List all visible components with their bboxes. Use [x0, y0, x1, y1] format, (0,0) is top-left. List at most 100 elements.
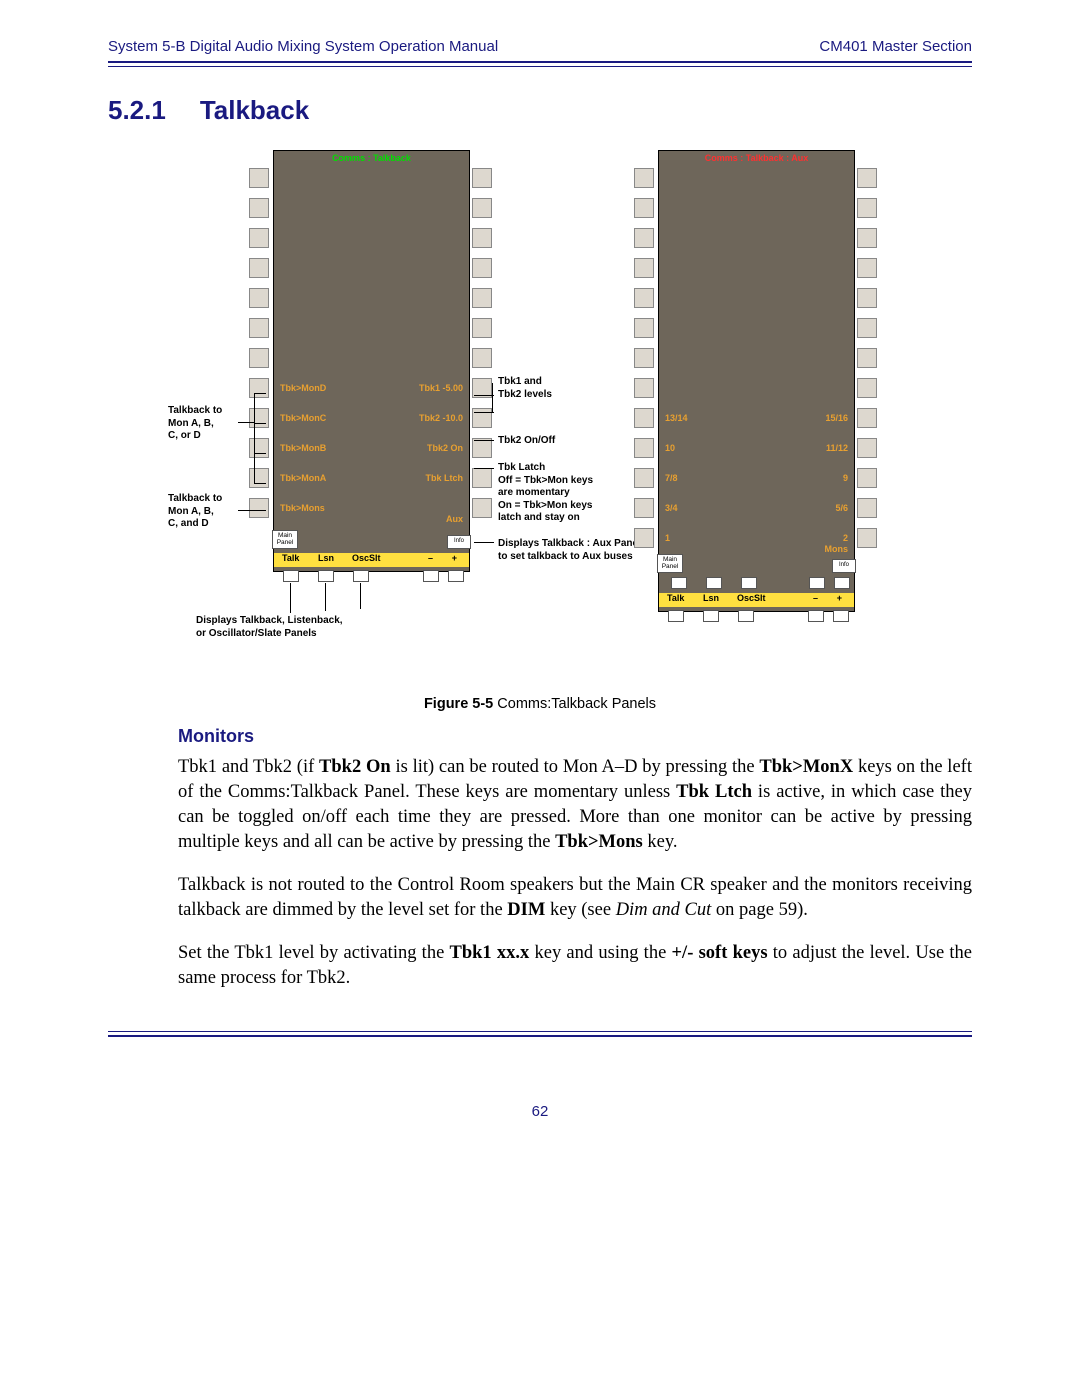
callout-line — [474, 542, 494, 543]
strip-talk: Talk — [667, 593, 684, 603]
soft-button[interactable] — [668, 610, 684, 622]
soft-button[interactable] — [706, 577, 722, 589]
panel-button[interactable] — [857, 228, 877, 248]
callout-line — [474, 440, 494, 441]
panel-button[interactable] — [249, 348, 269, 368]
panel-button[interactable] — [249, 438, 269, 458]
annot-tbk-levels: Tbk1 and Tbk2 levels — [498, 376, 552, 401]
callout-line — [325, 583, 326, 611]
panel-button[interactable] — [857, 348, 877, 368]
callout-line — [238, 510, 266, 511]
soft-button[interactable] — [809, 577, 825, 589]
panel-button[interactable] — [249, 318, 269, 338]
panel-button[interactable] — [634, 348, 654, 368]
panel-button[interactable] — [634, 258, 654, 278]
panel-label: 5/6 — [788, 499, 848, 517]
soft-button[interactable] — [423, 570, 439, 582]
panel-button[interactable] — [634, 288, 654, 308]
panel-button[interactable] — [249, 468, 269, 488]
info-button[interactable]: Info — [447, 535, 471, 549]
panel-button[interactable] — [857, 258, 877, 278]
panel-label: 7/8 — [665, 469, 725, 487]
panel-button[interactable] — [249, 408, 269, 428]
soft-button[interactable] — [703, 610, 719, 622]
panel-label: Tbk>MonA — [280, 469, 340, 487]
panel-button[interactable] — [857, 288, 877, 308]
panel-button[interactable] — [249, 378, 269, 398]
panel-label: 3/4 — [665, 499, 725, 517]
panel-button[interactable] — [472, 228, 492, 248]
panel-button[interactable] — [857, 378, 877, 398]
info-button[interactable]: Info — [832, 559, 856, 573]
panel-button[interactable] — [249, 168, 269, 188]
header-right: CM401 Master Section — [819, 38, 972, 55]
panel-button[interactable] — [634, 198, 654, 218]
panel-button[interactable] — [857, 168, 877, 188]
panel-label: 10 — [665, 439, 725, 457]
panel-label: Tbk>Mons — [280, 499, 340, 517]
header-left: System 5-B Digital Audio Mixing System O… — [108, 38, 498, 55]
soft-button[interactable] — [671, 577, 687, 589]
soft-button[interactable] — [833, 610, 849, 622]
panel-button[interactable] — [472, 258, 492, 278]
annot-talkback-to-abcd-or: Talkback to Mon A, B, C, or D — [168, 405, 246, 443]
subheading-monitors: Monitors — [178, 726, 972, 747]
strip-plus: + — [452, 553, 457, 563]
paragraph-2: Talkback is not routed to the Control Ro… — [178, 873, 972, 923]
header-rule — [108, 61, 972, 67]
panel-button[interactable] — [472, 408, 492, 428]
caption-bold: Figure 5-5 — [424, 696, 493, 712]
panel-button[interactable] — [249, 198, 269, 218]
panel-button[interactable] — [472, 318, 492, 338]
soft-button[interactable] — [318, 570, 334, 582]
soft-button[interactable] — [808, 610, 824, 622]
annot-tbk2-onoff: Tbk2 On/Off — [498, 435, 555, 448]
panel-button[interactable] — [249, 228, 269, 248]
panel-button[interactable] — [634, 438, 654, 458]
soft-button[interactable] — [741, 577, 757, 589]
panel-button[interactable] — [472, 288, 492, 308]
panel-button[interactable] — [472, 468, 492, 488]
panel-label: 11/12 — [788, 439, 848, 457]
panel-button[interactable] — [472, 498, 492, 518]
panel-label: Tbk Ltch — [403, 469, 463, 487]
panel-button[interactable] — [634, 468, 654, 488]
strip-oscslt: OscSlt — [352, 553, 381, 563]
panel-button[interactable] — [634, 168, 654, 188]
panel-button[interactable] — [857, 198, 877, 218]
main-panel-button[interactable]: MainPanel — [657, 554, 683, 573]
panel-button[interactable] — [249, 288, 269, 308]
panel-button[interactable] — [249, 258, 269, 278]
panel-button[interactable] — [857, 438, 877, 458]
panel-button[interactable] — [857, 408, 877, 428]
callout-line — [254, 393, 255, 483]
panel-button[interactable] — [472, 348, 492, 368]
soft-button[interactable] — [448, 570, 464, 582]
panel-button[interactable] — [472, 168, 492, 188]
strip-talk: Talk — [282, 553, 299, 563]
panel-label: 9 — [788, 469, 848, 487]
panel-label: 1 — [665, 529, 725, 547]
panel-button[interactable] — [634, 228, 654, 248]
right-panel-title: Comms : Talkback : Aux — [659, 153, 854, 163]
panel-button[interactable] — [857, 468, 877, 488]
callout-line — [254, 393, 266, 394]
panel-button[interactable] — [249, 498, 269, 518]
panel-button[interactable] — [857, 318, 877, 338]
soft-button[interactable] — [834, 577, 850, 589]
strip-minus: – — [813, 593, 818, 603]
panel-button[interactable] — [472, 438, 492, 458]
soft-button[interactable] — [283, 570, 299, 582]
main-panel-button[interactable]: MainPanel — [272, 530, 298, 549]
panel-button[interactable] — [857, 528, 877, 548]
soft-button[interactable] — [738, 610, 754, 622]
panel-button[interactable] — [857, 498, 877, 518]
panel-button[interactable] — [472, 198, 492, 218]
panel-button[interactable] — [634, 408, 654, 428]
panel-button[interactable] — [634, 318, 654, 338]
callout-line — [492, 383, 493, 413]
soft-button[interactable] — [353, 570, 369, 582]
panel-button[interactable] — [634, 498, 654, 518]
panel-button[interactable] — [634, 528, 654, 548]
panel-button[interactable] — [634, 378, 654, 398]
